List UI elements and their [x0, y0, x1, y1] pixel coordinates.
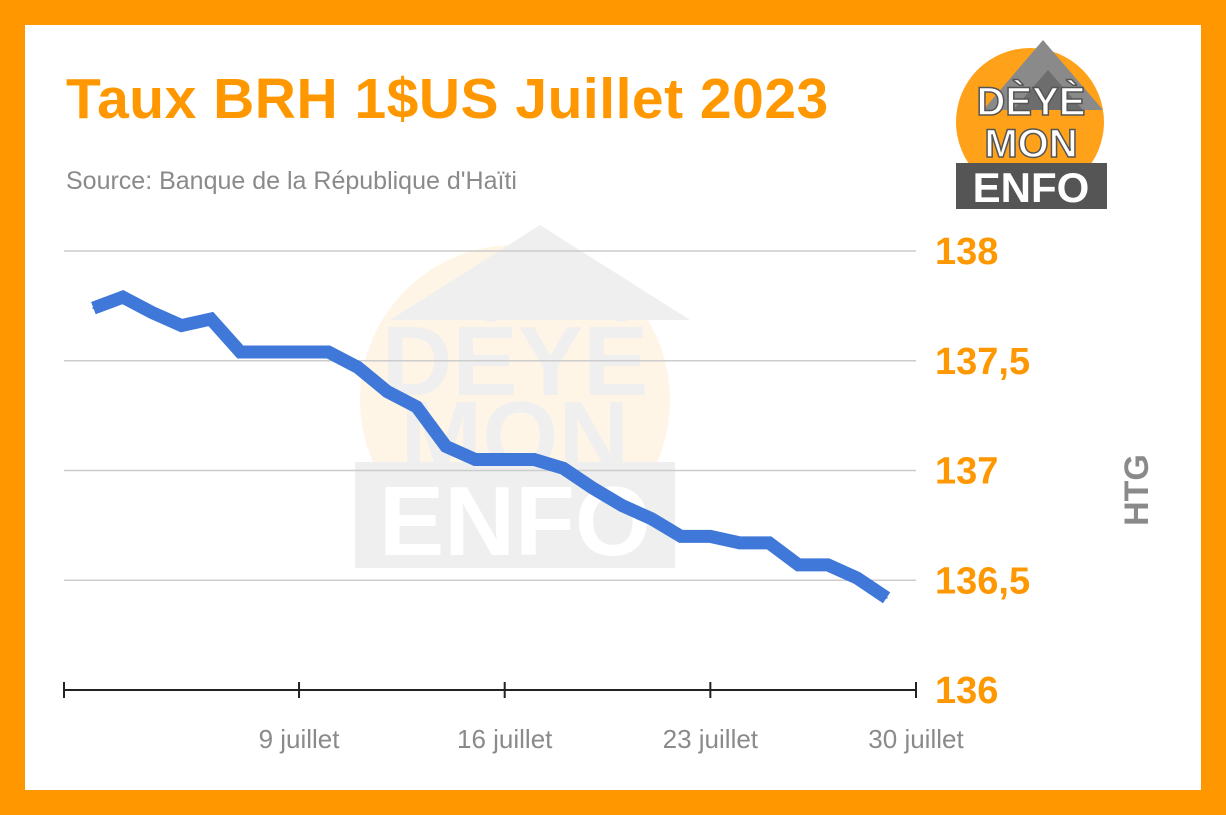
data-point	[533, 458, 536, 461]
data-point	[650, 517, 653, 520]
data-point	[679, 535, 682, 538]
logo-line-3: ENFO	[973, 164, 1090, 211]
data-point	[768, 541, 771, 544]
data-point	[591, 487, 594, 490]
data-point	[268, 350, 271, 353]
data-point	[327, 350, 330, 353]
y-tick-label: 137,5	[935, 341, 1030, 383]
series-line	[91, 289, 891, 604]
data-point	[826, 563, 829, 566]
data-point	[562, 467, 565, 470]
chart-subtitle: Source: Banque de la République d'Haïti	[66, 167, 517, 195]
logo-mountain-shape	[983, 40, 1103, 110]
data-point	[386, 390, 389, 393]
x-tick-label: 23 juillet	[663, 724, 759, 754]
x-tick-label: 30 juillet	[868, 724, 964, 754]
data-point	[92, 307, 95, 310]
logo-mountain-front	[1013, 70, 1083, 110]
logo-line-2: MON	[984, 122, 1077, 166]
data-point	[856, 577, 859, 580]
data-point	[474, 458, 477, 461]
y-axis-label: HTG	[1118, 454, 1156, 526]
y-tick-label: 136	[935, 670, 998, 712]
y-tick-label: 138	[935, 231, 998, 273]
data-point	[180, 324, 183, 327]
data-point	[621, 504, 624, 507]
gridlines	[64, 250, 916, 581]
watermark-line-3: ENFO	[379, 466, 651, 576]
logo-line-1: DÈYÈ	[977, 79, 1086, 124]
series-group	[91, 289, 891, 604]
data-point	[885, 596, 888, 599]
data-point	[151, 311, 154, 314]
data-point	[444, 445, 447, 448]
data-point	[738, 541, 741, 544]
data-point	[709, 535, 712, 538]
brand-logo: DÈYÈ MON ENFO	[956, 40, 1107, 211]
data-point	[239, 350, 242, 353]
y-tick-label: 136,5	[935, 560, 1030, 602]
chart-title: Taux BRH 1$US Juillet 2023	[66, 67, 829, 131]
x-tick-label: 16 juillet	[457, 724, 553, 754]
x-axis	[63, 682, 917, 698]
data-point	[415, 405, 418, 408]
data-point	[503, 458, 506, 461]
data-point	[797, 563, 800, 566]
logo-bottom-box	[956, 163, 1107, 209]
data-point	[209, 318, 212, 321]
data-point	[356, 366, 359, 369]
y-tick-label: 137	[935, 451, 998, 493]
x-axis-tick-labels: 9 juillet 16 juillet 23 juillet 30 juillet	[259, 724, 965, 754]
data-point	[298, 350, 301, 353]
data-point	[121, 296, 124, 299]
y-axis-tick-labels: 136 136,5 137 137,5 138	[935, 231, 1030, 712]
x-tick-label: 9 juillet	[259, 724, 341, 754]
